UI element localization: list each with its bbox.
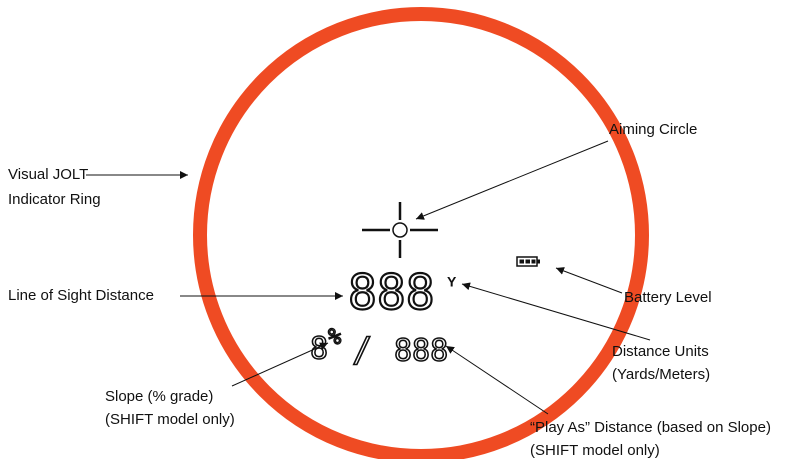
ring-label: Visual JOLT bbox=[8, 166, 88, 183]
slope-label: (SHIFT model only) bbox=[105, 411, 235, 428]
slash: / bbox=[352, 331, 372, 371]
slope-digit: 8 bbox=[310, 332, 328, 367]
los-label: Line of Sight Distance bbox=[8, 287, 154, 304]
aiming-crosshair bbox=[362, 202, 438, 258]
distance-unit: Y bbox=[447, 274, 457, 290]
playas-digits: 888 bbox=[394, 334, 448, 369]
units-label: Distance Units bbox=[612, 343, 709, 360]
aiming-label: Aiming Circle bbox=[609, 121, 697, 138]
jolt-ring bbox=[193, 7, 649, 459]
battery-label: Battery Level bbox=[624, 289, 712, 306]
distance-digits: 888 bbox=[348, 265, 435, 321]
ring-label: Indicator Ring bbox=[8, 191, 101, 208]
slope-label: Slope (% grade) bbox=[105, 388, 213, 405]
leader-lines bbox=[86, 140, 651, 415]
playas-label: (SHIFT model only) bbox=[530, 442, 660, 459]
percent-sign: % bbox=[328, 325, 341, 350]
battery-icon bbox=[516, 256, 540, 267]
units-label: (Yards/Meters) bbox=[612, 366, 710, 383]
playas-label: “Play As” Distance (based on Slope) bbox=[530, 419, 771, 436]
